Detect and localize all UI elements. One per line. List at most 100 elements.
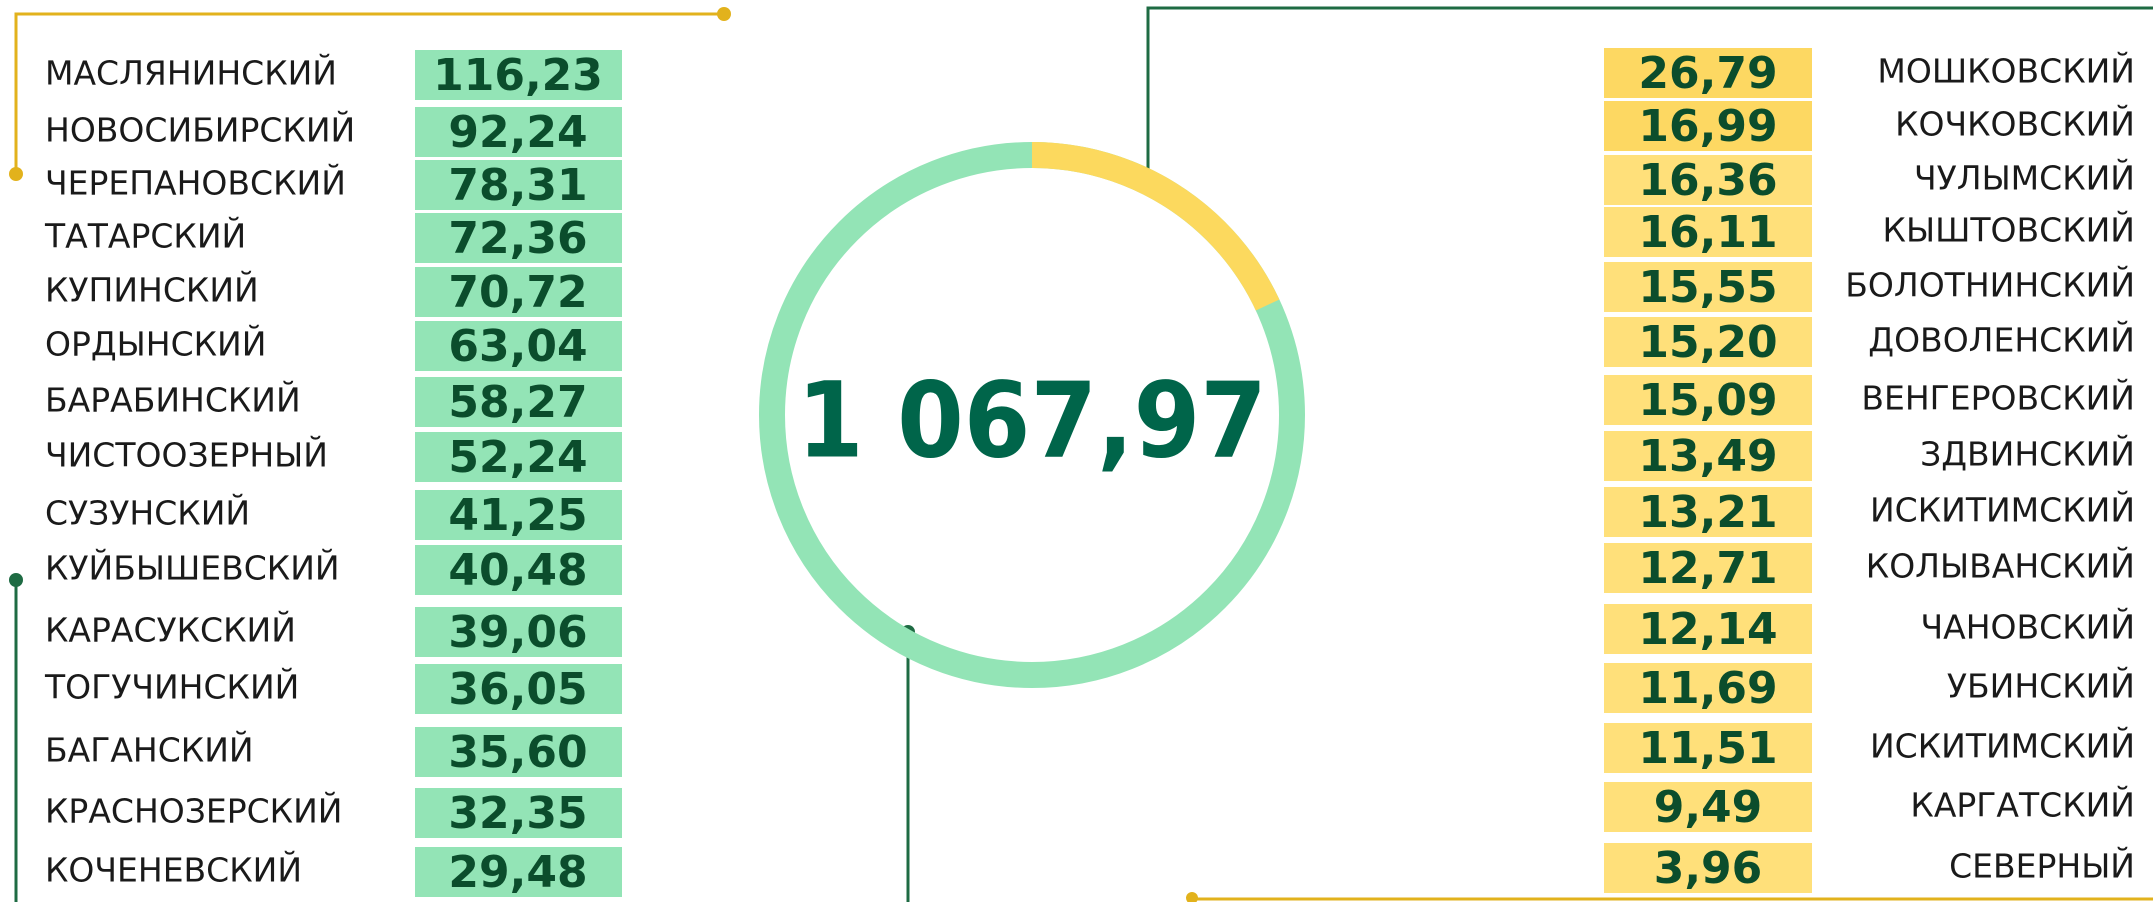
dot xyxy=(1186,892,1198,902)
district-value: 72,36 xyxy=(448,213,587,264)
district-value: 15,55 xyxy=(1638,262,1777,313)
district-name: БАРАБИНСКИЙ xyxy=(45,380,301,420)
district-name: ВЕНГЕРОВСКИЙ xyxy=(1861,378,2135,418)
district-value: 40,48 xyxy=(448,545,587,596)
district-value: 26,79 xyxy=(1638,48,1777,99)
district-value: 15,09 xyxy=(1638,375,1777,426)
district-name: КОЧЕНЕВСКИЙ xyxy=(45,850,302,890)
connector xyxy=(1146,6,2153,177)
value-box xyxy=(415,432,622,482)
value-box xyxy=(1604,48,1812,98)
district-name: БАГАНСКИЙ xyxy=(45,730,254,770)
value-box xyxy=(415,490,622,540)
district-name: МАСЛЯНИНСКИЙ xyxy=(45,53,337,93)
value-box xyxy=(1604,543,1812,593)
district-value: 13,49 xyxy=(1638,431,1777,482)
district-name: БОЛОТНИНСКИЙ xyxy=(1845,265,2135,305)
district-name: СЕВЕРНЫЙ xyxy=(1949,846,2135,886)
value-box xyxy=(1604,487,1812,537)
value-box xyxy=(1604,101,1812,151)
value-box xyxy=(1604,843,1812,893)
value-box xyxy=(1604,375,1812,425)
value-box xyxy=(415,377,622,427)
district-value: 39,06 xyxy=(448,607,587,658)
district-value: 15,20 xyxy=(1638,317,1777,368)
district-name: ИСКИТИМСКИЙ xyxy=(1870,490,2135,530)
value-box xyxy=(1604,207,1812,257)
district-name: ЧУЛЫМСКИЙ xyxy=(1914,158,2135,198)
district-name: ЗДВИНСКИЙ xyxy=(1920,434,2135,474)
district-value: 29,48 xyxy=(448,847,587,898)
district-name: КОЧКОВСКИЙ xyxy=(1895,104,2135,144)
district-name: ЧЕРЕПАНОВСКИЙ xyxy=(45,163,346,203)
value-box xyxy=(415,664,622,714)
value-box xyxy=(415,50,622,100)
district-value: 11,51 xyxy=(1638,723,1777,774)
value-box xyxy=(1604,155,1812,205)
district-name: ТАТАРСКИЙ xyxy=(44,216,246,256)
dot xyxy=(9,167,23,181)
district-name: ЧИСТООЗЕРНЫЙ xyxy=(45,435,328,475)
district-value: 58,27 xyxy=(448,377,587,428)
district-value: 3,96 xyxy=(1654,843,1763,894)
district-name: СУЗУНСКИЙ xyxy=(45,493,250,533)
dot xyxy=(717,7,731,21)
district-value: 52,24 xyxy=(448,432,587,483)
district-name: КЫШТОВСКИЙ xyxy=(1883,210,2135,250)
district-value: 12,14 xyxy=(1638,604,1777,655)
district-name: КАРАСУКСКИЙ xyxy=(45,610,296,650)
value-box xyxy=(415,107,622,157)
district-value: 116,23 xyxy=(433,50,603,101)
district-name: МОШКОВСКИЙ xyxy=(1877,51,2135,91)
district-value: 16,11 xyxy=(1638,207,1777,258)
district-value: 13,21 xyxy=(1638,487,1777,538)
district-name: ОРДЫНСКИЙ xyxy=(45,324,266,364)
value-box xyxy=(415,607,622,657)
district-value: 92,24 xyxy=(448,107,587,158)
district-value: 16,36 xyxy=(1638,155,1777,206)
district-value: 78,31 xyxy=(448,160,587,211)
district-name: КРАСНОЗЕРСКИЙ xyxy=(45,791,342,831)
district-name: НОВОСИБИРСКИЙ xyxy=(45,110,355,150)
value-box xyxy=(1604,782,1812,832)
value-box xyxy=(1604,663,1812,713)
district-name: КАРГАТСКИЙ xyxy=(1910,785,2135,825)
value-box xyxy=(1604,604,1812,654)
district-value: 32,35 xyxy=(448,788,587,839)
value-box xyxy=(415,788,622,838)
district-name: УБИНСКИЙ xyxy=(1947,666,2135,706)
ring-segment xyxy=(1031,142,1280,311)
district-value: 70,72 xyxy=(448,267,587,318)
value-box xyxy=(415,213,622,263)
district-value: 9,49 xyxy=(1654,782,1763,833)
district-name: КУЙБЫШЕВСКИЙ xyxy=(45,548,340,588)
value-box xyxy=(415,847,622,897)
value-box xyxy=(415,727,622,777)
district-value: 63,04 xyxy=(448,321,587,372)
district-value: 11,69 xyxy=(1638,663,1777,714)
district-name: ЧАНОВСКИЙ xyxy=(1921,607,2135,647)
rows: МАСЛЯНИНСКИЙ 116,23 НОВОСИБИРСКИЙ 92,24 ЧЕРЕ… xyxy=(44,48,2135,898)
value-box xyxy=(1604,317,1812,367)
district-value: 12,71 xyxy=(1638,543,1777,594)
district-name: КУПИНСКИЙ xyxy=(45,270,259,310)
value-box xyxy=(1604,723,1812,773)
value-box xyxy=(415,545,622,595)
value-box xyxy=(415,160,622,210)
value-box xyxy=(1604,431,1812,481)
district-name: КОЛЫВАНСКИЙ xyxy=(1866,546,2135,586)
total: 1 067,97 xyxy=(797,359,1267,481)
value-box xyxy=(1604,262,1812,312)
district-name: ИСКИТИМСКИЙ xyxy=(1870,726,2135,766)
district-name: ДОВОЛЕНСКИЙ xyxy=(1868,320,2135,360)
district-value: 36,05 xyxy=(448,664,587,715)
district-value: 41,25 xyxy=(448,490,587,541)
connector xyxy=(14,12,724,174)
value-box xyxy=(415,321,622,371)
district-value: 16,99 xyxy=(1638,101,1777,152)
district-value: 35,60 xyxy=(448,727,587,778)
value-box xyxy=(415,267,622,317)
dot xyxy=(9,573,23,587)
district-name: ТОГУЧИНСКИЙ xyxy=(44,667,299,707)
